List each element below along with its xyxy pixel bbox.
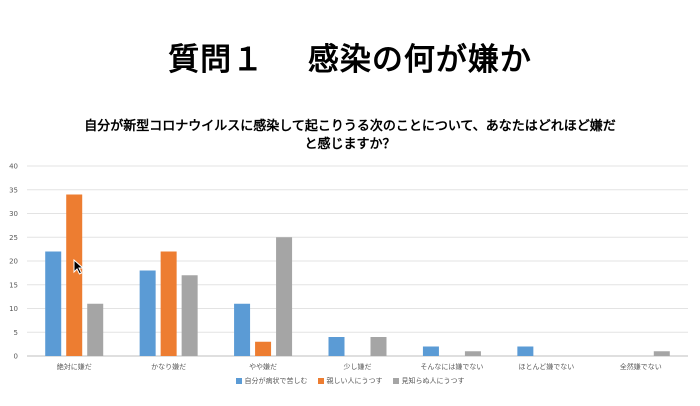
y-tick-label: 5 — [14, 329, 18, 337]
y-tick-label: 0 — [14, 353, 18, 361]
y-tick-label: 10 — [9, 305, 18, 313]
chart-title-line-1: 自分が新型コロナウイルスに感染して起こりうる次のことについて、あなたはどれほど嫌… — [84, 119, 616, 134]
legend-label: 親しい人にうつす — [326, 377, 383, 385]
y-tick-label: 40 — [9, 163, 18, 171]
bar — [139, 270, 156, 356]
y-tick-label: 35 — [9, 186, 18, 194]
bar — [160, 251, 177, 356]
chart-title-line-2: と感じますか？ — [304, 137, 396, 152]
bar — [234, 303, 251, 356]
x-tick-label: 少し嫌だ — [344, 362, 372, 371]
legend-item: 自分が病状で苦しむ — [235, 376, 308, 386]
y-tick-label: 25 — [9, 234, 18, 242]
x-tick-label: ほとんど嫌でない — [518, 362, 574, 371]
chart-legend: 自分が病状で苦しむ 親しい人にうつす 見知らぬ人にうつす — [0, 376, 700, 386]
bar — [276, 237, 293, 356]
x-tick-label: かなり嫌だ — [151, 362, 186, 371]
bar — [66, 194, 83, 356]
bar — [45, 251, 62, 356]
bar — [653, 351, 670, 356]
y-tick-label: 30 — [9, 210, 18, 218]
bar — [517, 346, 534, 356]
bar — [370, 337, 387, 356]
mouse-pointer-icon — [73, 259, 85, 275]
y-tick-label: 15 — [9, 281, 18, 289]
x-tick-label: そんなには嫌でない — [420, 362, 483, 371]
chart-title: 自分が新型コロナウイルスに感染して起こりうる次のことについて、あなたはどれほど嫌… — [70, 118, 630, 154]
bar — [328, 337, 345, 356]
bar — [422, 346, 439, 356]
bar — [255, 341, 272, 356]
bar — [464, 351, 481, 356]
legend-swatch — [235, 378, 242, 384]
slide-title: 質問１ 感染の何が嫌か — [168, 42, 532, 78]
x-tick-label: 全然嫌でない — [620, 362, 662, 371]
bar — [87, 303, 104, 356]
legend-swatch — [317, 378, 324, 384]
bar — [181, 275, 198, 356]
legend-item: 親しい人にうつす — [317, 376, 383, 386]
legend-label: 自分が病状で苦しむ — [244, 377, 308, 385]
x-tick-label: やや嫌だ — [249, 362, 277, 371]
legend-item: 見知らぬ人にうつす — [392, 376, 465, 386]
x-tick-label: 絶対に嫌だ — [57, 362, 92, 371]
y-tick-label: 20 — [9, 258, 18, 266]
legend-swatch — [392, 378, 399, 384]
legend-label: 見知らぬ人にうつす — [401, 377, 465, 385]
